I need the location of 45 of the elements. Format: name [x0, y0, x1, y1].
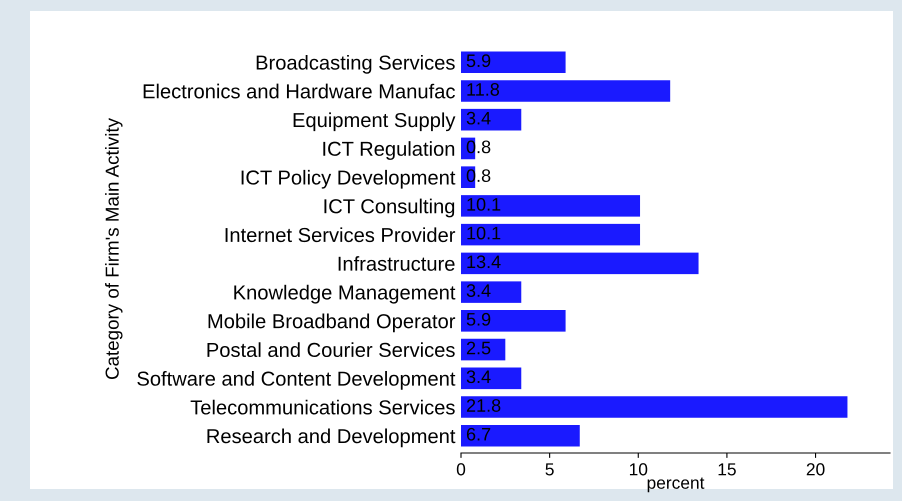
data-label: 11.8	[467, 83, 500, 96]
y-axis-title: Category of Firm's Main Activity	[105, 118, 123, 380]
bar	[461, 51, 566, 74]
y-tick-label: Software and Content Development	[137, 371, 456, 390]
data-label: 2.5	[466, 342, 490, 354]
y-tick-label: Mobile Broadband Operator	[208, 314, 456, 332]
data-label: 5.9	[466, 54, 490, 68]
bar	[461, 195, 640, 217]
data-label: 5.9	[466, 312, 490, 326]
y-tick-label: Infrastructure	[338, 256, 455, 271]
bar	[461, 368, 522, 390]
bar	[461, 338, 506, 360]
y-tick-label: ICT Consulting	[324, 198, 454, 218]
bar	[461, 252, 699, 274]
y-tick-label: Knowledge Management	[234, 284, 456, 304]
y-tick-label: Postal and Courier Services	[207, 342, 455, 358]
data-label: 3.4	[466, 112, 491, 125]
y-tick-label: Research and Development	[207, 428, 456, 448]
bar	[461, 108, 522, 130]
y-tick-label: ICT Regulation	[323, 141, 454, 160]
bar	[461, 424, 580, 447]
data-label: 6.7	[466, 428, 490, 441]
x-tick-label: 0	[456, 463, 466, 476]
bar	[461, 224, 640, 246]
y-tick-label: Telecommunications Services	[190, 400, 455, 415]
bar	[461, 396, 848, 418]
bar	[461, 281, 522, 303]
data-label: 3.4	[466, 284, 491, 297]
x-tick-label: 10	[630, 463, 648, 476]
x-tick-label: 5	[546, 463, 554, 476]
x-tick-label: 20	[806, 463, 825, 476]
y-tick-label: Broadcasting Services	[256, 54, 455, 74]
data-label: 10.1	[467, 226, 500, 240]
data-label: 13.4	[467, 255, 501, 268]
x-tick-label: 15	[718, 463, 736, 476]
bar	[461, 80, 670, 102]
y-tick-label: Internet Services Provider	[226, 227, 456, 242]
y-tick-label: Electronics and Hardware Manufac	[144, 84, 455, 98]
x-axis-title: percent	[648, 477, 704, 492]
data-label: 3.4	[466, 370, 491, 384]
y-tick-label: Equipment Supply	[294, 112, 456, 132]
y-tick-label: ICT Policy Development	[242, 170, 456, 189]
bar	[461, 310, 566, 332]
data-label: 10.1	[467, 198, 500, 211]
data-label: 21.8	[466, 399, 500, 412]
